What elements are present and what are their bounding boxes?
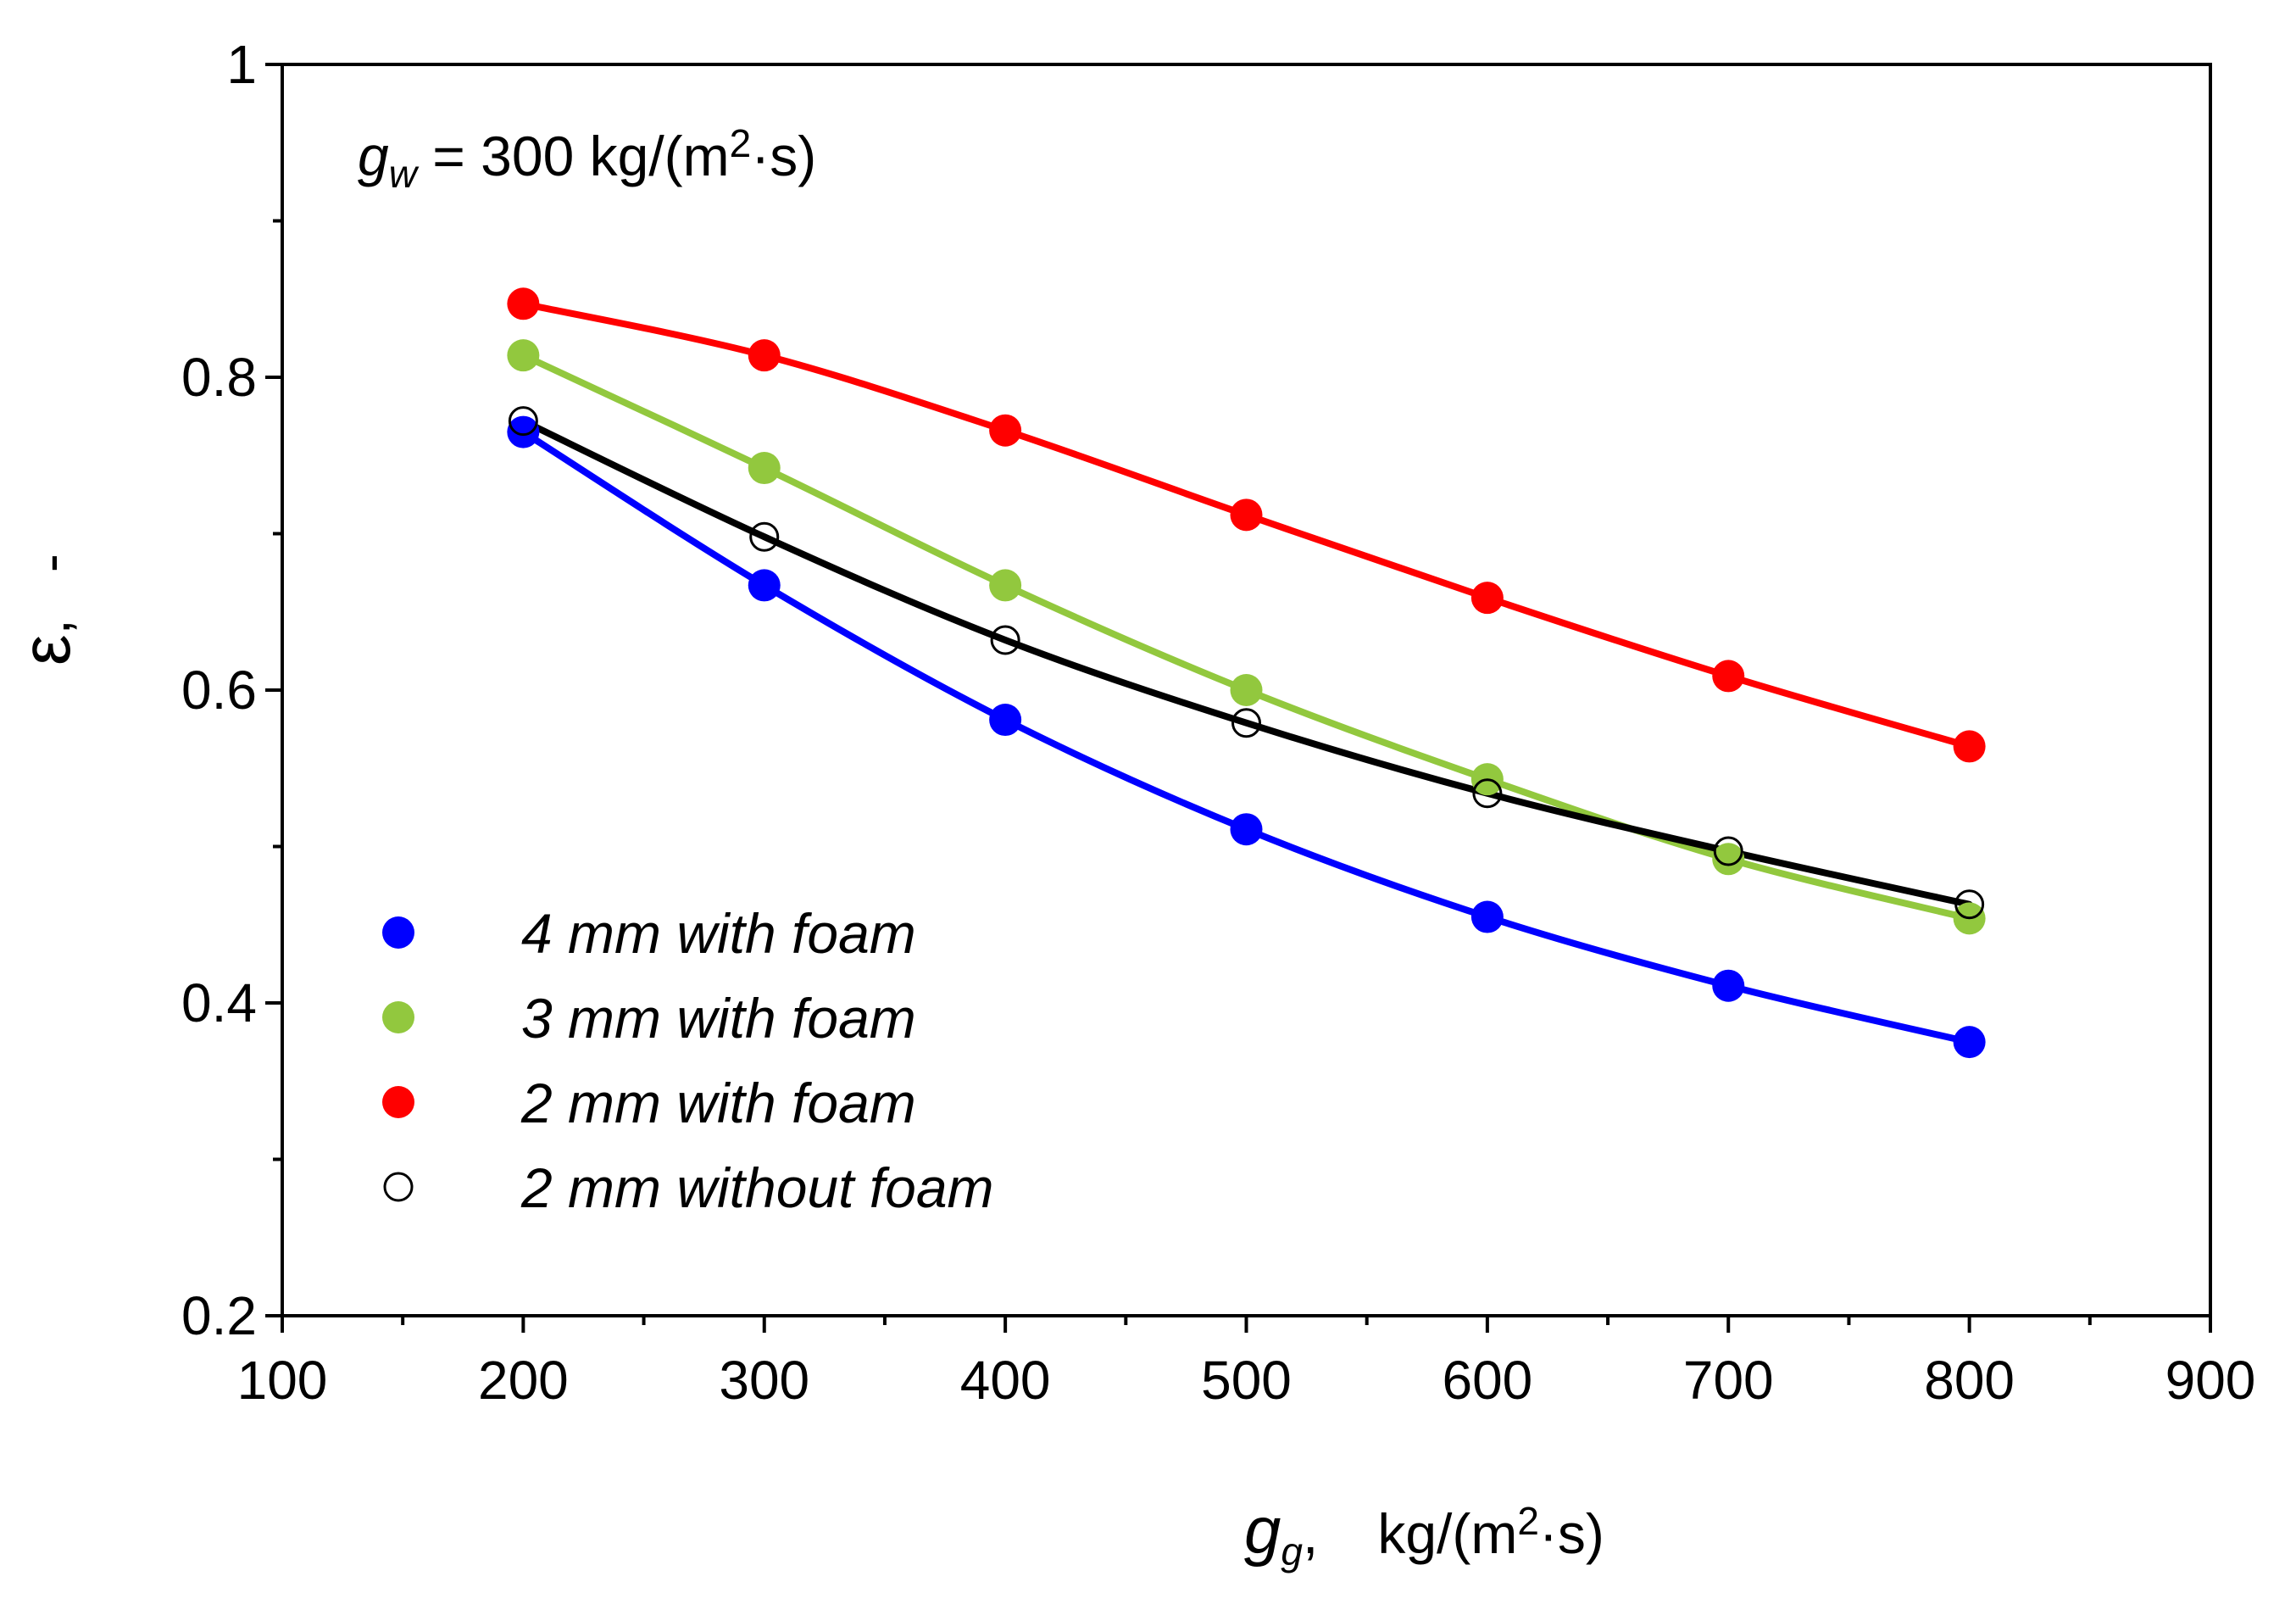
- data-point-2-mm-without-foam: [1472, 778, 1503, 809]
- x-axis-units: kg/(m: [1377, 1502, 1517, 1565]
- data-point-2-mm-without-foam: [1713, 836, 1743, 866]
- axes: 100 200 300 400 500 600 700 800 900 0.2 0.4 0.6 0.8 1: [181, 34, 2255, 1411]
- y-axis-separator: ,: [19, 619, 81, 634]
- data-point-2-mm-without-foam: [749, 521, 780, 552]
- data-point-2-mm-with-foam: [1470, 582, 1504, 615]
- y-tick-label: 1: [226, 34, 257, 95]
- x-tick-label: 700: [1683, 1350, 1774, 1411]
- legend-marker-2-mm-with-foam: [382, 1086, 414, 1118]
- x-tick-label: 300: [719, 1350, 809, 1411]
- x-tick-label: 600: [1442, 1350, 1532, 1411]
- legend-label-3-mm-with-foam: 3 mm with foam: [521, 987, 916, 1050]
- x-tick-label: 900: [2165, 1350, 2256, 1411]
- x-tick-label: 200: [478, 1350, 569, 1411]
- data-point-2-mm-with-foam: [989, 414, 1022, 447]
- data-point-2-mm-with-foam: [1230, 498, 1263, 532]
- y-axis-units: -: [19, 554, 81, 572]
- x-axis-units-end: ·s): [1539, 1502, 1604, 1565]
- annotation-end: ·s): [751, 125, 816, 187]
- data-point-3-mm-with-foam: [1712, 843, 1745, 876]
- x-tick-label: 100: [237, 1350, 328, 1411]
- data-point-2-mm-with-foam: [748, 339, 781, 372]
- annotation-body: = 300 kg/(m: [417, 125, 730, 187]
- legend-label-2-mm-without-foam: 2 mm without foam: [520, 1156, 994, 1219]
- annotation-subscript: w: [389, 152, 420, 196]
- data-point-4-mm-with-foam: [1230, 813, 1263, 846]
- x-tick-label: 400: [960, 1350, 1051, 1411]
- data-point-3-mm-with-foam: [507, 339, 540, 372]
- data-point-2-mm-without-foam: [990, 625, 1020, 655]
- data-point-2-mm-without-foam: [1954, 889, 1985, 920]
- data-point-4-mm-with-foam: [989, 704, 1022, 737]
- y-axis-symbol: ε: [8, 634, 85, 666]
- data-point-4-mm-with-foam: [1953, 1026, 1986, 1059]
- data-point-4-mm-with-foam: [1712, 969, 1745, 1002]
- x-tick-label: 500: [1201, 1350, 1292, 1411]
- data-point-2-mm-with-foam: [507, 287, 540, 320]
- y-tick-label: 0.4: [181, 972, 257, 1033]
- x-axis-title: gg, kg/(m2·s): [1244, 1493, 1604, 1573]
- series-group: [507, 287, 1986, 1059]
- y-tick-label: 0.2: [181, 1285, 257, 1346]
- legend-marker-3-mm-with-foam: [382, 1001, 414, 1033]
- x-axis-symbol: g: [1244, 1493, 1281, 1568]
- legend-label-4-mm-with-foam: 4 mm with foam: [521, 902, 916, 965]
- data-point-2-mm-without-foam: [508, 406, 538, 437]
- data-point-2-mm-with-foam: [1953, 730, 1986, 763]
- data-point-3-mm-with-foam: [748, 452, 781, 485]
- annotation-text: gw = 300 kg/(m2·s): [358, 121, 816, 196]
- data-point-2-mm-without-foam: [1231, 708, 1261, 738]
- data-point-4-mm-with-foam: [1470, 900, 1504, 933]
- legend-marker-4-mm-with-foam: [382, 916, 414, 949]
- legend-marker-2-mm-without-foam: [383, 1172, 414, 1202]
- x-axis-superscript: 2: [1517, 1499, 1539, 1543]
- annotation-symbol: g: [358, 125, 389, 187]
- y-tick-label: 0.8: [181, 347, 257, 408]
- x-tick-label: 800: [1924, 1350, 2015, 1411]
- x-axis-separator: ,: [1303, 1502, 1318, 1565]
- data-point-3-mm-with-foam: [1230, 674, 1263, 706]
- data-point-4-mm-with-foam: [748, 569, 781, 602]
- legend: 4 mm with foam 3 mm with foam 2 mm with fo…: [382, 902, 994, 1219]
- x-axis-subscript: g: [1281, 1529, 1303, 1573]
- data-point-4-mm-with-foam: [507, 415, 540, 448]
- legend-label-2-mm-with-foam: 2 mm with foam: [520, 1072, 916, 1134]
- y-axis-title: ε, -: [8, 554, 85, 666]
- y-tick-label: 0.6: [181, 660, 257, 721]
- data-point-3-mm-with-foam: [989, 569, 1022, 602]
- data-point-2-mm-with-foam: [1712, 660, 1745, 693]
- annotation-superscript: 2: [730, 121, 752, 165]
